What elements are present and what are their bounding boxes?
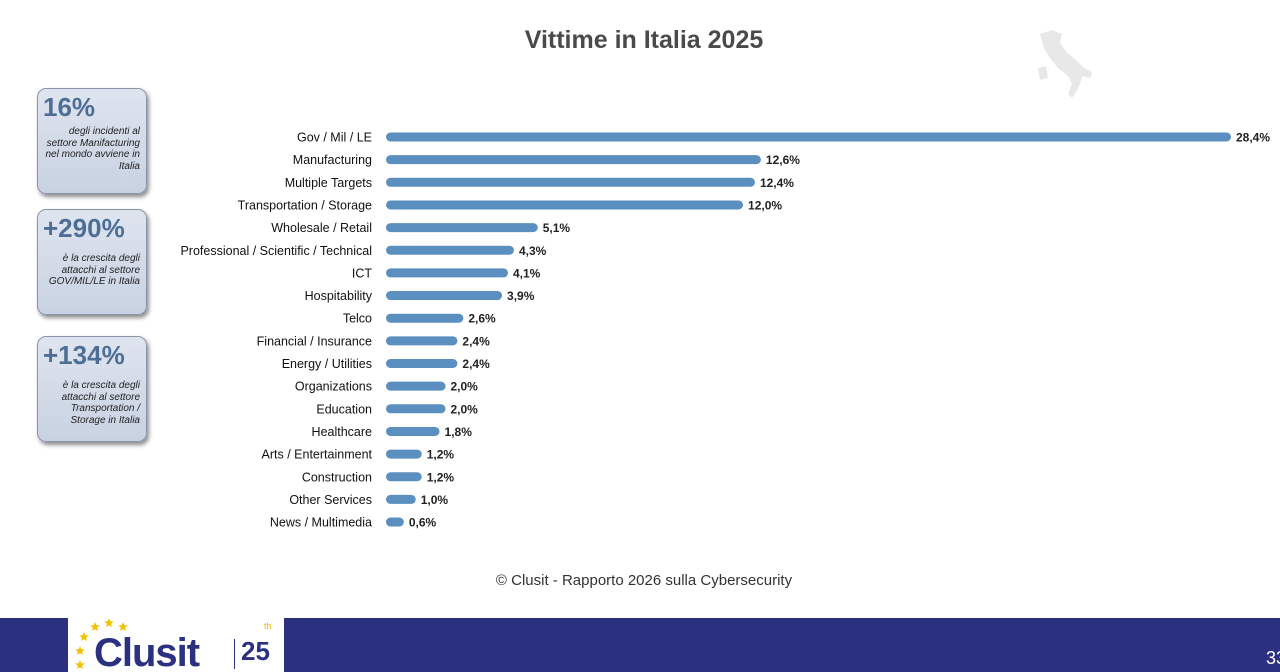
category-label: Construction (302, 470, 372, 484)
bar (386, 336, 458, 346)
bar (386, 472, 422, 482)
page-number: 33 (1265, 648, 1280, 668)
star-icon (90, 622, 100, 631)
bar (386, 517, 404, 527)
eu-stars-icon (75, 619, 128, 669)
bar (386, 359, 458, 368)
bar (386, 449, 422, 459)
value-label: 1,2% (427, 448, 455, 462)
value-label: 2,4% (462, 334, 490, 348)
category-label: Multiple Targets (285, 176, 372, 190)
star-icon (104, 619, 114, 627)
bar (386, 155, 761, 165)
bar (386, 404, 446, 414)
value-label: 28,4% (1236, 131, 1270, 145)
value-label: 4,3% (519, 244, 547, 258)
star-icon (75, 660, 85, 669)
bar (386, 291, 503, 301)
category-label: Arts / Entertainment (262, 448, 373, 462)
stat-description: è la crescita degli attacchi al settore … (61, 380, 140, 426)
value-label: 3,9% (507, 289, 535, 303)
bar (386, 426, 440, 436)
copyright: © Clusit - Rapporto 2026 sulla Cybersecu… (495, 572, 793, 589)
category-label: Professional / Scientific / Technical (180, 244, 372, 258)
value-label: 12,4% (760, 176, 794, 190)
stat-card-transportation: +134% è la crescita degli attacchi al se… (37, 336, 147, 442)
category-label: Other Services (289, 493, 372, 507)
category-label: Wholesale / Retail (271, 221, 372, 235)
category-label: News / Multimedia (270, 516, 372, 530)
value-label: 2,0% (451, 380, 479, 394)
chart-title: Vittime in Italia 2025 (524, 26, 764, 54)
stat-card-manufacturing: 16% degli incidenti al settore Manifactu… (37, 88, 147, 194)
bar (386, 177, 755, 187)
logo-th: th (264, 621, 272, 631)
stat-value: +290% (43, 213, 125, 243)
bar (386, 268, 508, 278)
bar (386, 494, 416, 504)
category-label: Financial / Insurance (257, 334, 372, 348)
category-label: Gov / Mil / LE (297, 131, 372, 145)
category-label: ICT (352, 266, 373, 280)
value-label: 2,0% (451, 402, 479, 416)
value-label: 12,6% (766, 153, 800, 167)
logo-name: Clusit (94, 631, 200, 672)
value-label: 4,1% (513, 266, 541, 280)
stat-description: è la crescita degli attacchi al settore … (48, 253, 140, 287)
category-label: Education (316, 402, 372, 416)
value-label: 2,4% (462, 357, 490, 371)
star-icon (79, 632, 89, 641)
value-label: 12,0% (748, 198, 782, 212)
stat-value: +134% (43, 340, 125, 370)
value-label: 5,1% (543, 221, 571, 235)
star-icon (75, 646, 85, 655)
bar (386, 381, 446, 391)
value-label: 2,6% (468, 312, 496, 326)
category-label: Telco (343, 312, 372, 326)
logo-years: 25 (241, 636, 270, 666)
category-label: Energy / Utilities (282, 357, 372, 371)
italy-map-icon (1038, 30, 1092, 98)
bar (386, 200, 744, 210)
star-icon (118, 622, 128, 631)
category-label: Healthcare (312, 425, 372, 439)
value-label: 1,0% (421, 493, 449, 507)
stat-description: degli incidenti al settore Manifacturing… (45, 126, 140, 172)
stat-value: 16% (43, 92, 96, 122)
bar (386, 313, 464, 323)
stat-card-gov: +290% è la crescita degli attacchi al se… (37, 209, 147, 315)
clusit-logo: Clusit th 25 (68, 617, 284, 672)
logo-divider (234, 639, 235, 669)
category-label: Organizations (295, 380, 372, 394)
bar (386, 223, 538, 233)
value-label: 1,8% (445, 425, 473, 439)
category-label: Hospitability (305, 289, 373, 303)
bar (386, 132, 1231, 142)
bar (386, 245, 514, 255)
category-label: Manufacturing (293, 153, 372, 167)
value-label: 1,2% (427, 470, 455, 484)
value-label: 0,6% (409, 516, 437, 530)
bar-chart: Gov / Mil / LE 28,4% Manufacturing 12,6% Mul… (180, 131, 1270, 530)
category-label: Transportation / Storage (238, 198, 372, 212)
